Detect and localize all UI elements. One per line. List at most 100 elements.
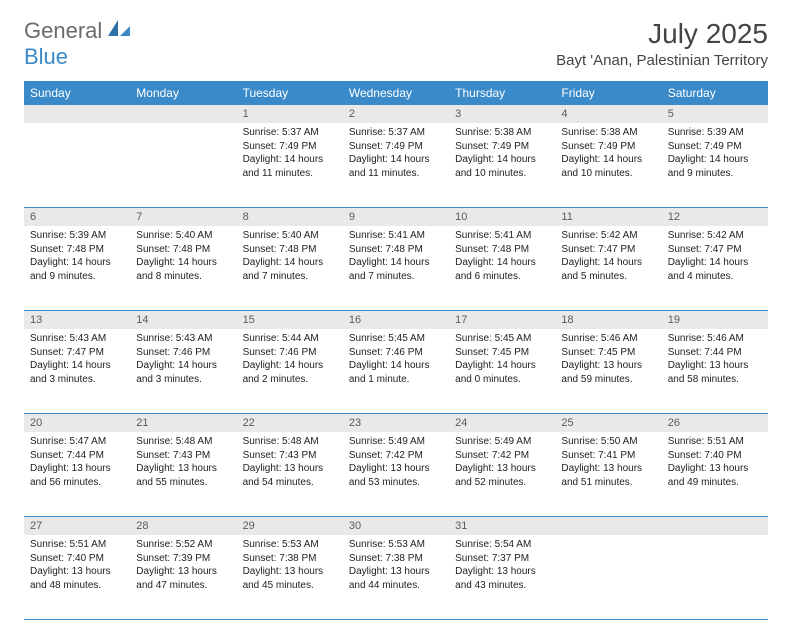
day-body: Sunrise: 5:42 AMSunset: 7:47 PMDaylight:… bbox=[555, 226, 661, 289]
day-body: Sunrise: 5:53 AMSunset: 7:38 PMDaylight:… bbox=[343, 535, 449, 598]
sunset-text: Sunset: 7:49 PM bbox=[668, 140, 762, 154]
day-number: 4 bbox=[555, 105, 661, 123]
sunrise-text: Sunrise: 5:42 AM bbox=[668, 229, 762, 243]
sunset-text: Sunset: 7:49 PM bbox=[561, 140, 655, 154]
day-cell: Sunrise: 5:40 AMSunset: 7:48 PMDaylight:… bbox=[130, 226, 236, 310]
daylight-text: Daylight: 13 hours and 56 minutes. bbox=[30, 462, 124, 489]
day-cell: Sunrise: 5:38 AMSunset: 7:49 PMDaylight:… bbox=[449, 123, 555, 207]
day-cell: Sunrise: 5:48 AMSunset: 7:43 PMDaylight:… bbox=[237, 432, 343, 516]
day-cell: Sunrise: 5:52 AMSunset: 7:39 PMDaylight:… bbox=[130, 535, 236, 619]
sunrise-text: Sunrise: 5:40 AM bbox=[243, 229, 337, 243]
week-row: Sunrise: 5:39 AMSunset: 7:48 PMDaylight:… bbox=[24, 226, 768, 311]
day-cell: Sunrise: 5:50 AMSunset: 7:41 PMDaylight:… bbox=[555, 432, 661, 516]
sunset-text: Sunset: 7:41 PM bbox=[561, 449, 655, 463]
sunset-text: Sunset: 7:49 PM bbox=[349, 140, 443, 154]
day-cell: Sunrise: 5:47 AMSunset: 7:44 PMDaylight:… bbox=[24, 432, 130, 516]
day-cell: Sunrise: 5:46 AMSunset: 7:44 PMDaylight:… bbox=[662, 329, 768, 413]
daylight-text: Daylight: 13 hours and 51 minutes. bbox=[561, 462, 655, 489]
day-body: Sunrise: 5:37 AMSunset: 7:49 PMDaylight:… bbox=[237, 123, 343, 186]
daylight-text: Daylight: 13 hours and 48 minutes. bbox=[30, 565, 124, 592]
day-body: Sunrise: 5:37 AMSunset: 7:49 PMDaylight:… bbox=[343, 123, 449, 186]
week-row: Sunrise: 5:43 AM Sunset: 7:47 PM Daylight:… bbox=[24, 329, 768, 414]
day-body: Sunrise: 5:44 AMSunset: 7:46 PMDaylight:… bbox=[237, 329, 343, 392]
sunset-text: Sunset: 7:45 PM bbox=[561, 346, 655, 360]
sunset-text: Sunset: 7:38 PM bbox=[349, 552, 443, 566]
day-cell: Sunrise: 5:37 AMSunset: 7:49 PMDaylight:… bbox=[237, 123, 343, 207]
sunset-text: Sunset: 7:44 PM bbox=[30, 449, 124, 463]
sunrise-text: Sunrise: 5:53 AM bbox=[243, 538, 337, 552]
sunset-text: Sunset: 7:49 PM bbox=[455, 140, 549, 154]
day-body: Sunrise: 5:38 AMSunset: 7:49 PMDaylight:… bbox=[555, 123, 661, 186]
week-daynum-row: 13141516171819 bbox=[24, 311, 768, 329]
day-cell: Sunrise: 5:43 AMSunset: 7:46 PMDaylight:… bbox=[130, 329, 236, 413]
daylight-text: Daylight: 14 hours and 3 minutes. bbox=[136, 359, 230, 386]
day-number: 8 bbox=[237, 208, 343, 226]
day-cell: Sunrise: 5:44 AMSunset: 7:46 PMDaylight:… bbox=[237, 329, 343, 413]
weekday-label: Thursday bbox=[449, 81, 555, 105]
day-number: 17 bbox=[449, 311, 555, 329]
daylight-text: Daylight: 13 hours and 45 minutes. bbox=[243, 565, 337, 592]
day-number: 11 bbox=[555, 208, 661, 226]
logo: General bbox=[24, 18, 136, 44]
sunset-text: Sunset: 7:46 PM bbox=[243, 346, 337, 360]
day-body: Sunrise: 5:51 AMSunset: 7:40 PMDaylight:… bbox=[662, 432, 768, 495]
week-daynum-row: 6789101112 bbox=[24, 208, 768, 226]
day-number: 13 bbox=[24, 311, 130, 329]
week-daynum-row: 2728293031 bbox=[24, 517, 768, 535]
sunset-text: Sunset: 7:48 PM bbox=[349, 243, 443, 257]
day-cell: Sunrise: 5:46 AMSunset: 7:45 PMDaylight:… bbox=[555, 329, 661, 413]
day-body: Sunrise: 5:48 AMSunset: 7:43 PMDaylight:… bbox=[130, 432, 236, 495]
calendar-weekday-header: Sunday Monday Tuesday Wednesday Thursday… bbox=[24, 81, 768, 105]
sunrise-text: Sunrise: 5:48 AM bbox=[243, 435, 337, 449]
sunset-text: Sunset: 7:48 PM bbox=[30, 243, 124, 257]
daylight-text: Daylight: 14 hours and 10 minutes. bbox=[455, 153, 549, 180]
day-body: Sunrise: 5:48 AMSunset: 7:43 PMDaylight:… bbox=[237, 432, 343, 495]
day-cell: Sunrise: 5:51 AMSunset: 7:40 PMDaylight:… bbox=[662, 432, 768, 516]
day-number: 22 bbox=[237, 414, 343, 432]
day-number: 10 bbox=[449, 208, 555, 226]
day-cell: Sunrise: 5:40 AMSunset: 7:48 PMDaylight:… bbox=[237, 226, 343, 310]
day-cell bbox=[555, 535, 661, 619]
day-body: Sunrise: 5:53 AMSunset: 7:38 PMDaylight:… bbox=[237, 535, 343, 598]
day-number: 7 bbox=[130, 208, 236, 226]
sunset-text: Sunset: 7:39 PM bbox=[136, 552, 230, 566]
day-number bbox=[130, 105, 236, 123]
sunrise-text: Sunrise: 5:43 AM bbox=[136, 332, 230, 346]
day-body: Sunrise: 5:40 AMSunset: 7:48 PMDaylight:… bbox=[130, 226, 236, 289]
day-number: 6 bbox=[24, 208, 130, 226]
day-cell: Sunrise: 5:45 AMSunset: 7:45 PMDaylight:… bbox=[449, 329, 555, 413]
sunrise-text: Sunrise: 5:49 AM bbox=[349, 435, 443, 449]
sunset-text: Sunset: 7:42 PM bbox=[349, 449, 443, 463]
sunset-text: Sunset: 7:48 PM bbox=[243, 243, 337, 257]
day-body: Sunrise: 5:41 AMSunset: 7:48 PMDaylight:… bbox=[343, 226, 449, 289]
weekday-label: Friday bbox=[555, 81, 661, 105]
daylight-text: Daylight: 13 hours and 54 minutes. bbox=[243, 462, 337, 489]
sunset-text: Sunset: 7:49 PM bbox=[243, 140, 337, 154]
sunset-text: Sunset: 7:47 PM bbox=[30, 346, 124, 360]
day-cell: Sunrise: 5:42 AMSunset: 7:47 PMDaylight:… bbox=[555, 226, 661, 310]
day-cell: Sunrise: 5:43 AMSunset: 7:47 PMDaylight:… bbox=[24, 329, 130, 413]
day-number: 2 bbox=[343, 105, 449, 123]
day-body: Sunrise: 5:45 AMSunset: 7:46 PMDaylight:… bbox=[343, 329, 449, 392]
sunrise-text: Sunrise: 5:54 AM bbox=[455, 538, 549, 552]
sunrise-text: Sunrise: 5:44 AM bbox=[243, 332, 337, 346]
sunrise-text: Sunrise: 5:48 AM bbox=[136, 435, 230, 449]
daylight-text: Daylight: 14 hours and 11 minutes. bbox=[243, 153, 337, 180]
sunrise-text: Sunrise: 5:42 AM bbox=[561, 229, 655, 243]
sunset-text: Sunset: 7:40 PM bbox=[30, 552, 124, 566]
weekday-label: Sunday bbox=[24, 81, 130, 105]
day-cell bbox=[130, 123, 236, 207]
day-number: 18 bbox=[555, 311, 661, 329]
week-row: Sunrise: 5:47 AMSunset: 7:44 PMDaylight:… bbox=[24, 432, 768, 517]
day-body: Sunrise: 5:45 AMSunset: 7:45 PMDaylight:… bbox=[449, 329, 555, 392]
daylight-text: Daylight: 14 hours and 11 minutes. bbox=[349, 153, 443, 180]
sunset-text: Sunset: 7:43 PM bbox=[243, 449, 337, 463]
sunrise-text: Sunrise: 5:51 AM bbox=[668, 435, 762, 449]
daylight-text: Daylight: 14 hours and 5 minutes. bbox=[561, 256, 655, 283]
day-cell: Sunrise: 5:41 AMSunset: 7:48 PMDaylight:… bbox=[343, 226, 449, 310]
daylight-text: Daylight: 13 hours and 52 minutes. bbox=[455, 462, 549, 489]
week-daynum-row: 12345 bbox=[24, 105, 768, 123]
daylight-text: Daylight: 14 hours and 4 minutes. bbox=[668, 256, 762, 283]
day-number: 12 bbox=[662, 208, 768, 226]
day-cell: Sunrise: 5:39 AMSunset: 7:48 PMDaylight:… bbox=[24, 226, 130, 310]
